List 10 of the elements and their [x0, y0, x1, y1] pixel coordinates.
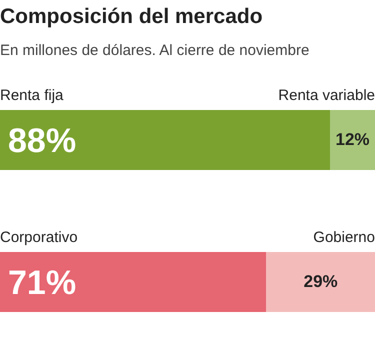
data-label: 71%	[8, 264, 76, 302]
data-label: 12%	[335, 130, 370, 149]
chart-title: Composición del mercado	[0, 5, 263, 28]
series-label: Corporativo	[0, 229, 78, 246]
data-label: 88%	[8, 122, 76, 160]
series-label: Gobierno	[313, 229, 375, 246]
series-label: Renta fija	[0, 87, 64, 104]
chart-subtitle: En millones de dólares. Al cierre de noviembre	[0, 42, 310, 59]
series-label: Renta variable	[278, 87, 375, 104]
data-label: 29%	[304, 272, 338, 291]
